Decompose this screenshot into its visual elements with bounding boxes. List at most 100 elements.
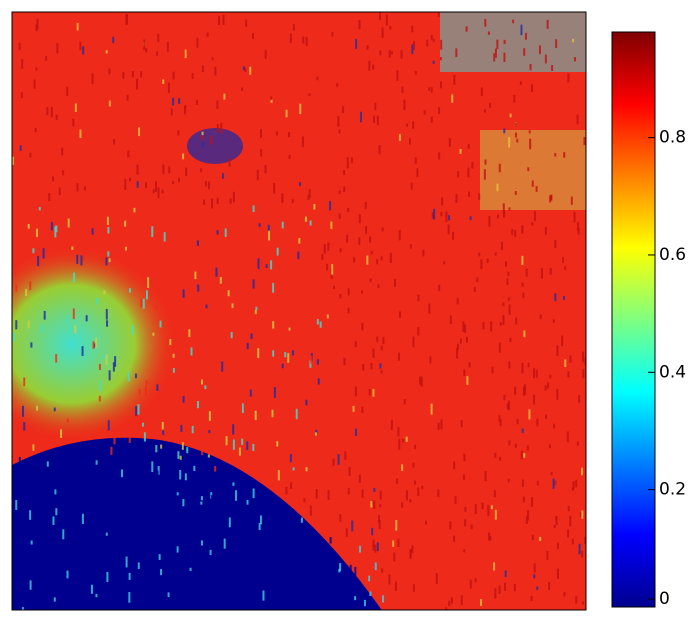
heatmap-speckle — [109, 258, 111, 262]
heatmap-speckle — [550, 268, 552, 274]
heatmap-speckle — [355, 39, 357, 49]
heatmap-speckle — [52, 526, 54, 533]
heatmap-speckle — [202, 536, 204, 541]
heatmap-speckle — [157, 471, 159, 479]
heatmap-speckle — [214, 466, 216, 472]
heatmap-speckle — [361, 407, 363, 413]
heatmap-speckle — [348, 308, 350, 314]
heatmap-speckle — [379, 504, 381, 507]
heatmap-speckle — [270, 96, 272, 100]
heatmap-speckle — [129, 178, 131, 181]
heatmap-speckle — [306, 467, 308, 471]
heatmap-speckle — [406, 437, 408, 442]
heatmap-speckle — [375, 562, 377, 570]
heatmap-speckle — [113, 434, 115, 444]
heatmap-speckle — [395, 582, 397, 591]
heatmap-speckle — [55, 508, 57, 515]
heatmap-speckle — [526, 516, 528, 524]
heatmap-speckle — [575, 480, 577, 487]
heatmap-speckle — [448, 215, 450, 220]
heatmap-speckle — [438, 423, 440, 430]
heatmap-speckle — [480, 599, 482, 606]
heatmap-speckle — [243, 355, 245, 363]
heatmap-speckle — [228, 290, 230, 296]
heatmap-speckle — [233, 599, 235, 604]
heatmap-speckle — [536, 186, 538, 192]
heatmap-speckle — [346, 528, 348, 537]
heatmap-speckle — [368, 61, 370, 71]
heatmap-speckle — [316, 489, 318, 499]
heatmap-speckle — [491, 505, 493, 509]
heatmap-speckle — [155, 445, 157, 452]
heatmap-speckle — [144, 432, 146, 441]
heatmap-speckle — [160, 321, 162, 328]
heatmap-speckle — [512, 20, 514, 24]
heatmap-speckle — [260, 219, 262, 223]
heatmap-speckle — [272, 350, 274, 356]
heatmap-speckle — [373, 546, 375, 551]
heatmap-speckle — [359, 214, 361, 223]
heatmap-speckle — [162, 165, 164, 174]
heatmap-speckle — [539, 537, 541, 541]
heatmap-speckle — [270, 335, 272, 345]
heatmap-speckle — [455, 496, 457, 504]
heatmap-speckle — [482, 503, 484, 509]
heatmap-speckle — [196, 38, 198, 48]
heatmap-speckle — [30, 580, 32, 589]
heatmap-speckle — [494, 453, 496, 458]
heatmap-speckle — [290, 482, 292, 489]
heatmap-speckle — [31, 541, 33, 545]
heatmap-speckle — [404, 399, 406, 404]
heatmap-speckle — [15, 320, 17, 329]
heatmap-speckle — [239, 448, 241, 456]
heatmap-speckle — [274, 466, 276, 477]
heatmap-speckle — [367, 45, 369, 49]
heatmap-speckle — [79, 42, 81, 51]
heatmap-speckle — [365, 226, 367, 234]
heatmap-speckle — [99, 364, 101, 370]
heatmap-speckle — [496, 184, 498, 192]
heatmap-speckle — [464, 519, 466, 526]
heatmap-speckle — [406, 490, 408, 500]
heatmap-speckle — [499, 457, 501, 461]
heatmap-speckle — [396, 478, 398, 483]
heatmap-speckle — [409, 138, 411, 144]
heatmap-speckle — [496, 40, 498, 50]
heatmap-speckle — [418, 295, 420, 301]
heatmap-speckle — [36, 229, 38, 237]
heatmap-speckle — [412, 121, 414, 128]
heatmap-speckle — [506, 278, 508, 284]
heatmap-speckle — [573, 481, 575, 489]
heatmap-speckle — [402, 439, 404, 443]
heatmap-speckle — [529, 130, 531, 133]
heatmap-speckle — [296, 409, 298, 419]
heatmap-speckle — [366, 255, 368, 264]
heatmap-speckle — [504, 40, 506, 44]
heatmap-speckle — [147, 277, 149, 288]
heatmap-speckle — [203, 200, 205, 205]
heatmap-speckle — [255, 310, 257, 314]
heatmap-speckle — [373, 500, 375, 508]
heatmap-speckle — [128, 372, 130, 382]
heatmap-speckle — [382, 228, 384, 232]
heatmap-speckle — [303, 498, 305, 502]
heatmap-speckle — [515, 122, 517, 126]
heatmap-speckle — [229, 499, 231, 505]
heatmap-speckle — [262, 590, 264, 600]
heatmap-speckle — [487, 505, 489, 516]
heatmap-speckle — [241, 439, 243, 445]
heatmap-speckle — [305, 217, 307, 222]
heatmap-speckle — [235, 490, 237, 501]
heatmap-speckle — [288, 132, 290, 137]
heatmap-speckle — [209, 411, 211, 421]
heatmap-speckle — [528, 363, 530, 367]
heatmap-speckle — [381, 256, 383, 260]
heatmap-speckle — [260, 129, 262, 138]
heatmap-speckle — [392, 540, 394, 546]
heatmap-speckle — [379, 520, 381, 529]
heatmap-speckle — [185, 473, 187, 480]
heatmap-speckle — [232, 303, 234, 308]
heatmap-speckle — [52, 176, 54, 181]
heatmap-speckle — [440, 82, 442, 89]
heatmap-speckle — [178, 178, 180, 182]
